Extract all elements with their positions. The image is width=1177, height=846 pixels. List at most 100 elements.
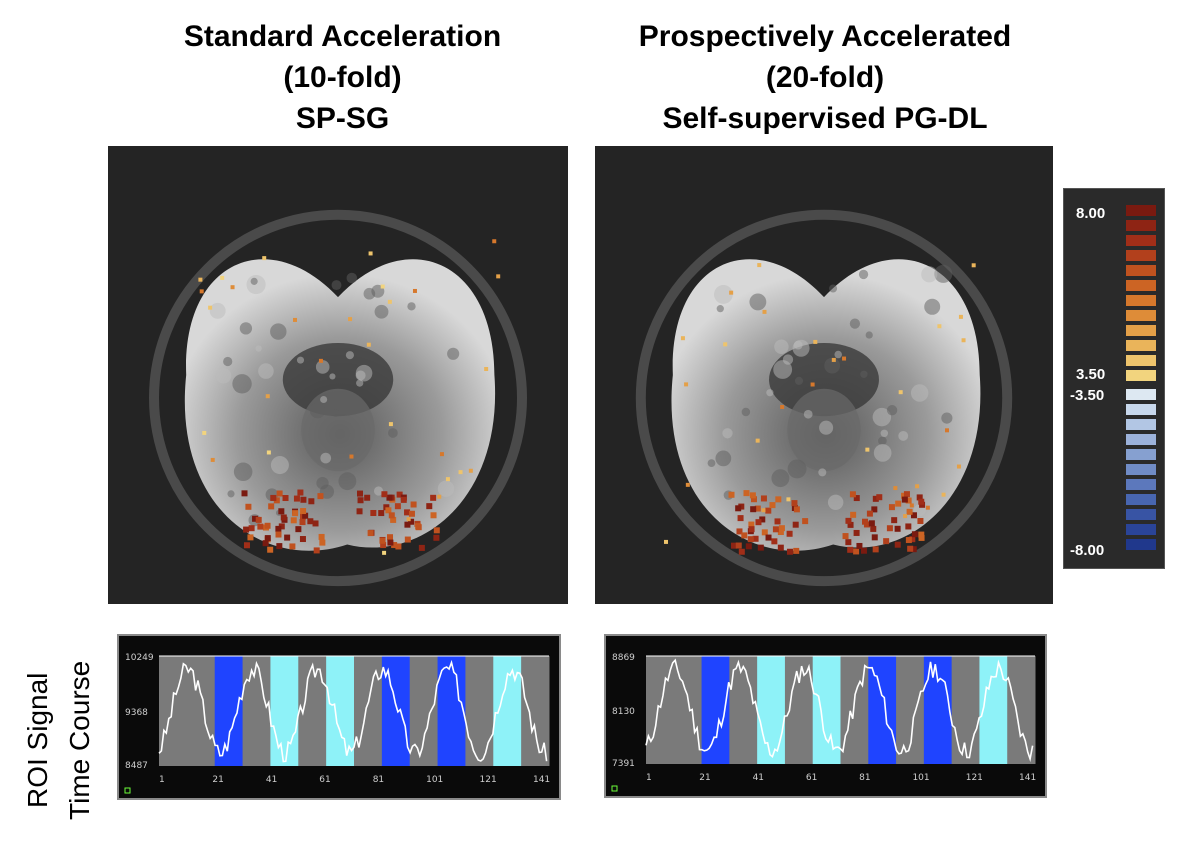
activation-voxel [886,525,893,532]
colorbar-label-neg-threshold: -3.50 [1070,387,1105,404]
activation-voxel [909,536,916,543]
activation-voxel [685,482,690,487]
activation-voxel [257,523,264,530]
activation-voxel [415,524,422,531]
x-tick-label: 101 [912,773,929,783]
activation-voxel [496,274,501,279]
activation-voxel [898,390,903,395]
activation-voxel [278,523,285,530]
colorbar-swatch-positive [1126,235,1156,246]
activation-voxel [275,531,282,538]
activation-voxel [759,516,766,523]
activation-voxel [252,515,259,522]
x-tick-label: 141 [533,775,550,785]
activation-voxel [317,493,324,500]
activation-voxel [893,486,898,491]
activation-voxel [270,494,277,501]
activation-voxel [267,546,274,553]
y-tick-label: 8130 [612,707,635,717]
activation-voxel [842,533,849,540]
activation-voxel [284,534,291,541]
activation-voxel [755,519,762,526]
activation-voxel [380,284,385,289]
stimulus-block [242,656,271,766]
panel-1-title-line-2: (10-fold) [283,61,402,94]
activation-voxel [368,251,373,256]
activation-voxel [378,510,385,517]
activation-voxel [273,497,280,504]
activation-voxel [439,452,444,457]
colorbar-label-max: 8.00 [1076,205,1106,222]
activation-voxel [765,507,772,514]
activation-voxel [791,500,798,507]
stimulus-block [409,656,439,766]
activation-voxel [356,508,363,515]
x-tick-label: 81 [859,773,870,783]
activation-voxel [845,539,852,546]
stimulus-block [214,656,244,766]
activation-voxel [484,367,489,372]
activation-voxel [872,546,879,553]
activation-voxel [383,504,390,511]
activation-voxel [911,531,918,538]
activation-voxel [276,490,283,497]
activation-voxel [745,543,752,550]
activation-voxel [293,495,300,502]
x-tick-label: 61 [806,773,817,783]
activation-voxel [293,317,298,322]
activation-voxel [266,450,271,455]
activation-voxel [748,526,755,533]
x-tick-label: 21 [699,773,710,783]
activation-voxel [680,336,685,341]
activation-voxel [382,550,387,555]
activation-voxel [265,394,270,399]
activation-voxel [275,525,282,532]
x-tick-label: 61 [319,775,330,785]
activation-voxel [738,503,745,510]
activation-voxel [895,500,902,507]
roi-side-label-line-1: ROI Signal [22,672,53,808]
green-marker [124,787,131,794]
roi-signal-line [158,659,548,763]
activation-voxel [925,505,930,510]
activation-voxel [786,530,793,537]
activation-voxel [765,534,772,541]
activation-voxel [802,518,809,525]
activation-voxel [752,535,759,542]
activation-voxel [395,543,402,550]
activation-voxel [775,496,782,503]
activation-voxel [302,512,309,519]
activation-voxel [385,507,392,514]
activation-voxel [390,516,397,523]
green-marker [611,785,618,792]
activation-voxel [891,517,898,524]
activation-colorbar: 8.00 3.50 -3.50 -8.00 [1063,188,1165,569]
activation-voxel [750,496,757,503]
activation-voxel [388,422,393,427]
activation-voxel [230,285,235,290]
activation-voxel [458,470,463,475]
colorbar-swatch-negative [1126,539,1156,550]
roi-side-label-line-2: Time Course [64,660,95,820]
activation-voxel [755,438,760,443]
activation-voxel [918,534,925,541]
stimulus-block [381,656,411,766]
activation-voxel [408,510,415,517]
activation-voxel [919,501,926,508]
activation-voxel [292,510,299,517]
colorbar-swatch-negative [1126,509,1156,520]
activation-voxel [664,539,669,544]
x-tick-label: 21 [212,775,223,785]
time-course-1: 10249 9368 8487 1 21 41 61 81 101 121 141 [117,634,561,800]
activation-voxel [295,526,302,533]
activation-voxel [445,477,450,482]
activation-voxel [780,404,785,409]
activation-voxel [268,503,275,510]
colorbar-label-pos-threshold: 3.50 [1076,366,1106,383]
panel-1-title: Standard Acceleration (10-fold) SP-SG [110,16,575,139]
y-tick-label: 8487 [125,761,148,771]
x-tick-label: 81 [373,775,384,785]
activation-voxel [468,468,473,473]
activation-voxel [916,494,923,501]
stimulus-block [159,656,188,766]
